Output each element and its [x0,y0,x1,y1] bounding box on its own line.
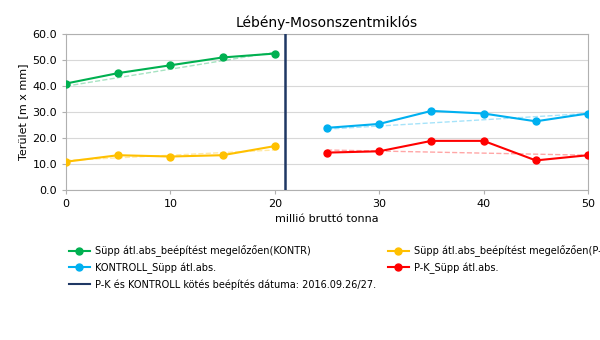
X-axis label: millió bruttó tonna: millió bruttó tonna [275,214,379,224]
Legend: Süpp átl.abs_beépítést megelőzően(KONTR), KONTROLL_Süpp átl.abs., P-K és KONTROL: Süpp átl.abs_beépítést megelőzően(KONTR)… [65,242,600,292]
Y-axis label: Terület [m x mm]: Terület [m x mm] [18,64,28,160]
Title: Lébény-Mosonszentmiklós: Lébény-Mosonszentmiklós [236,16,418,30]
